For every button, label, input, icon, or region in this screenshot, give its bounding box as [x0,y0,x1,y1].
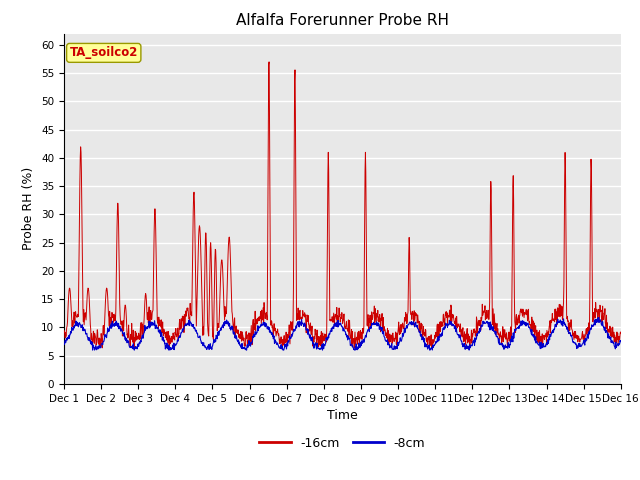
Text: TA_soilco2: TA_soilco2 [70,47,138,60]
Y-axis label: Probe RH (%): Probe RH (%) [22,167,35,251]
Title: Alfalfa Forerunner Probe RH: Alfalfa Forerunner Probe RH [236,13,449,28]
X-axis label: Time: Time [327,409,358,422]
Legend: -16cm, -8cm: -16cm, -8cm [254,432,430,455]
